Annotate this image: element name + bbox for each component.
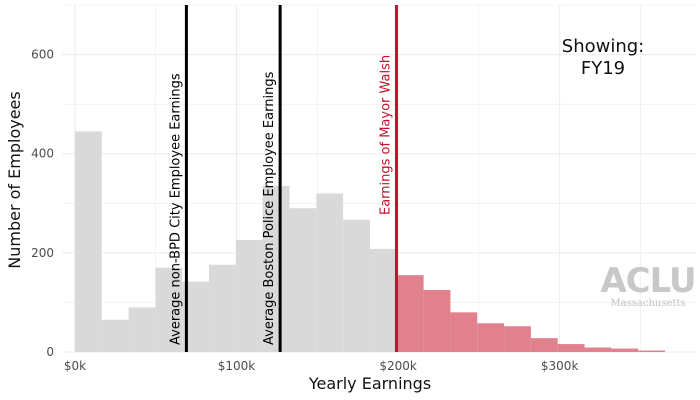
reference-line-label-2: Earnings of Mayor Walsh — [378, 55, 393, 215]
state-label-line-2: FY19 — [581, 58, 625, 79]
x-tick-label-1: $100k — [218, 359, 256, 373]
year-state-label: Showing: FY19 — [562, 36, 644, 79]
axis-ticks: $0k $100k $200k $300k 0 200 400 600 — [31, 48, 578, 373]
histogram-bar-10 — [343, 219, 370, 352]
aclu-massachusetts-logo: ACLU Massachusetts — [600, 261, 696, 309]
histogram-bar-15 — [477, 323, 505, 352]
histogram-bar-17 — [530, 338, 558, 352]
histogram-bar-5 — [209, 264, 236, 352]
histogram-bar-3 — [155, 267, 183, 352]
y-tick-label-2: 400 — [31, 147, 54, 161]
histogram-bar-19 — [584, 347, 612, 352]
histogram-bar-0 — [74, 131, 102, 352]
reference-line-label-0: Average non-BPD City Employee Earnings — [168, 73, 183, 345]
histogram-bar-6 — [235, 239, 263, 352]
x-tick-label-2: $200k — [379, 359, 417, 373]
histogram-bars — [74, 131, 666, 352]
histogram-bar-11 — [369, 248, 397, 352]
y-tick-label-1: 200 — [31, 246, 54, 260]
state-label-line-1: Showing: — [562, 36, 644, 57]
x-axis-title: Yearly Earnings — [308, 374, 431, 393]
histogram-bar-1 — [101, 319, 129, 352]
x-tick-label-0: $0k — [64, 359, 86, 373]
histogram-bar-2 — [128, 307, 156, 352]
histogram-bar-8 — [289, 208, 317, 352]
histogram-bar-7 — [262, 185, 290, 352]
histogram-bar-9 — [316, 193, 344, 352]
logo-wordmark: ACLU — [600, 261, 695, 301]
histogram-bar-13 — [423, 290, 451, 352]
x-tick-label-3: $300k — [541, 359, 579, 373]
histogram-bar-12 — [396, 275, 424, 352]
logo-subtitle: Massachusetts — [610, 298, 685, 309]
histogram-bar-18 — [557, 344, 585, 352]
histogram-bar-21 — [638, 350, 666, 352]
histogram-bar-20 — [611, 348, 639, 352]
histogram-bar-16 — [504, 326, 531, 352]
reference-lines: Average non-BPD City Employee Earnings Av… — [168, 5, 398, 352]
histogram-bar-14 — [450, 312, 478, 352]
reference-line-label-1: Average Boston Police Employee Earnings — [262, 71, 277, 345]
y-tick-label-3: 600 — [31, 48, 54, 62]
y-tick-label-0: 0 — [46, 345, 54, 359]
y-axis-title: Number of Employees — [5, 91, 24, 268]
